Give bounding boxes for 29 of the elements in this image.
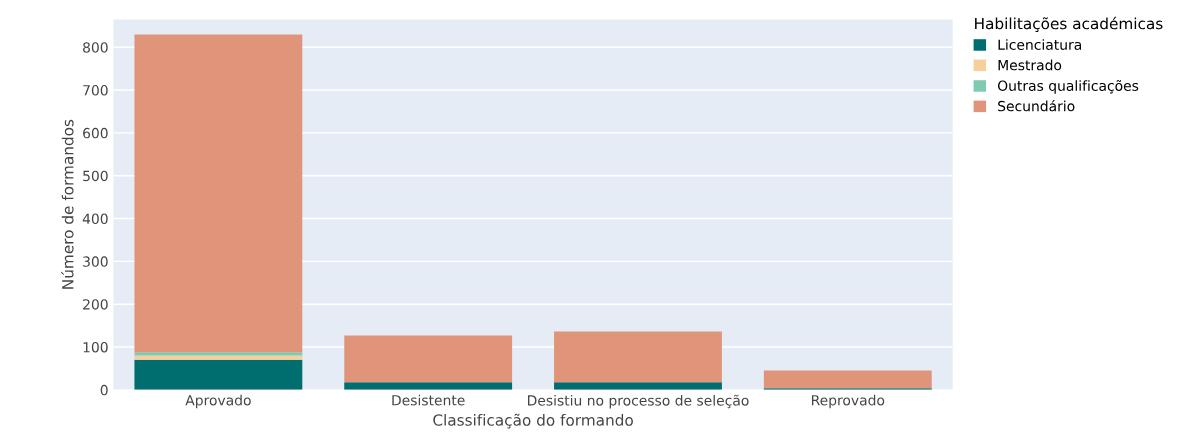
bar — [554, 331, 722, 383]
bar — [134, 352, 303, 356]
x-tick-label: Desistiu no processo de seleção — [528, 394, 749, 409]
y-tick-label: 0 — [100, 384, 108, 396]
legend-label: Mestrado — [998, 59, 1062, 71]
y-tick-label: 800 — [83, 42, 108, 53]
bar — [763, 370, 932, 389]
bar — [134, 34, 303, 353]
bar — [134, 355, 303, 360]
y-axis-title: Número de formandos — [61, 119, 74, 289]
bar — [344, 335, 513, 383]
x-axis-title: Classificação do formando — [433, 413, 633, 429]
y-tick-label: 600 — [83, 127, 108, 139]
y-tick-label: 500 — [83, 170, 108, 182]
bar — [554, 382, 722, 390]
x-tick-label: Reprovado — [811, 394, 885, 409]
y-tick-label: 700 — [83, 85, 108, 96]
legend-title: Habilitações académicas — [975, 16, 1163, 33]
x-tick-label: Aprovado — [185, 394, 251, 409]
bar — [344, 382, 513, 390]
legend-label: Secundário — [998, 100, 1075, 112]
legend-label: Outras qualificações — [997, 79, 1139, 94]
bar — [134, 359, 303, 390]
y-tick-label: 400 — [82, 213, 108, 225]
y-tick-label: 100 — [83, 341, 108, 353]
x-tick-label: Desistente — [392, 394, 465, 406]
y-tick-label: 300 — [83, 256, 108, 267]
y-tick-label: 200 — [83, 299, 108, 310]
legend-label: Licenciatura — [998, 39, 1081, 50]
